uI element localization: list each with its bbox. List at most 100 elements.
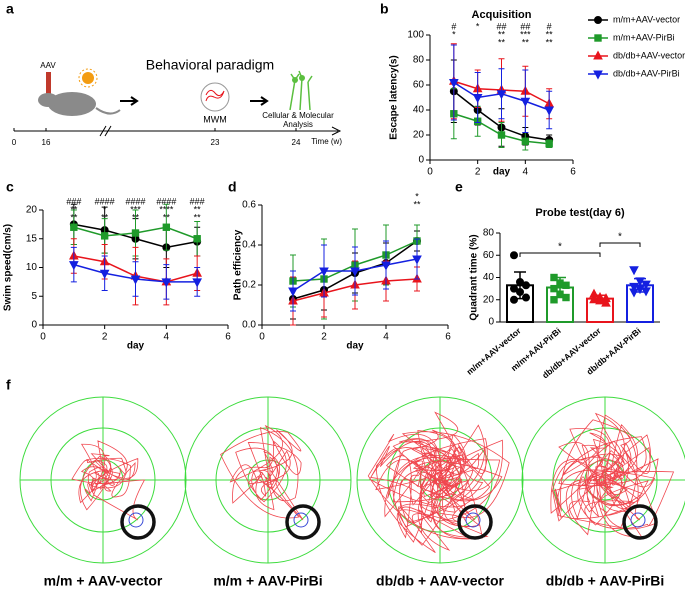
marker bbox=[130, 275, 141, 285]
marker bbox=[516, 277, 524, 286]
analysis-label: Analysis bbox=[283, 120, 313, 129]
y-tick-label: 80 bbox=[413, 55, 425, 66]
x-tick-label: 6 bbox=[570, 167, 576, 178]
platform-track bbox=[293, 512, 309, 528]
time-unit: Time (w) bbox=[311, 137, 342, 146]
panel-letter: b bbox=[380, 1, 389, 17]
axis-break bbox=[99, 125, 112, 137]
marker bbox=[68, 261, 79, 271]
panel-letter: c bbox=[6, 179, 14, 195]
maze-icon bbox=[200, 82, 230, 112]
significance-bracket bbox=[599, 242, 641, 247]
significance-label: * bbox=[452, 29, 456, 39]
virus-spikes bbox=[78, 68, 98, 88]
x-tick-label: 0 bbox=[40, 332, 46, 343]
x-tick-label: 0 bbox=[259, 332, 265, 343]
y-axis-label: Escape latency(s) bbox=[389, 55, 400, 140]
neuron-soma bbox=[299, 75, 305, 81]
marker bbox=[472, 94, 483, 104]
marker bbox=[193, 235, 201, 243]
legend-label: db/db+AAV-PirBi bbox=[613, 68, 680, 78]
significance-label: ** bbox=[498, 29, 506, 39]
marker bbox=[99, 269, 110, 279]
marker bbox=[641, 280, 651, 290]
timeline-label: 0 bbox=[12, 138, 17, 147]
marker bbox=[497, 131, 506, 139]
x-tick-label: 6 bbox=[445, 332, 451, 343]
panel-a: a Behavioral paradigm AAV MWM Cellular &… bbox=[6, 1, 342, 147]
x-tick-label: 2 bbox=[475, 167, 481, 178]
y-tick-label: 0 bbox=[31, 320, 37, 331]
y-tick-label: 80 bbox=[483, 228, 495, 239]
y-tick-label: 60 bbox=[483, 250, 495, 261]
swim-track bbox=[367, 411, 510, 553]
marker bbox=[521, 137, 530, 145]
significance-label: ## bbox=[496, 21, 506, 31]
y-axis-label: Path efficiency bbox=[233, 229, 244, 300]
marker bbox=[381, 261, 391, 271]
timeline bbox=[14, 126, 342, 136]
y-tick-label: 0 bbox=[488, 317, 494, 328]
significance-label: ** bbox=[522, 37, 530, 47]
significance-label: #### bbox=[125, 196, 145, 206]
y-tick-label: 0.0 bbox=[242, 320, 256, 331]
marker bbox=[496, 90, 507, 100]
marker bbox=[544, 106, 555, 116]
marker bbox=[550, 273, 558, 282]
y-axis-label: Quadrant time (%) bbox=[469, 234, 480, 320]
x-tick-label: 2 bbox=[321, 332, 327, 343]
marker bbox=[593, 70, 603, 80]
platform-track bbox=[630, 512, 646, 528]
y-tick-label: 0 bbox=[418, 155, 424, 166]
platform-track bbox=[128, 512, 144, 528]
legend-label: m/m+AAV-PirBi bbox=[613, 32, 675, 42]
x-tick-label: 4 bbox=[164, 332, 170, 343]
marker bbox=[522, 281, 530, 290]
significance-label: #### bbox=[95, 196, 115, 206]
marker bbox=[629, 288, 639, 298]
x-tick-label: 6 bbox=[225, 332, 231, 343]
maze-path bbox=[205, 89, 225, 102]
significance-label: *** bbox=[520, 29, 531, 39]
marker bbox=[556, 279, 564, 287]
track-label: db/db + AAV-vector bbox=[376, 573, 505, 589]
mouse-head bbox=[38, 93, 58, 107]
significance-label: ### bbox=[66, 196, 81, 206]
track-label: m/m + AAV-PirBi bbox=[213, 573, 322, 589]
virus-icon bbox=[82, 72, 94, 84]
marker bbox=[556, 290, 564, 298]
virus-label: AAV bbox=[40, 61, 56, 70]
y-tick-label: 40 bbox=[483, 272, 495, 283]
track-label: m/m + AAV-vector bbox=[44, 573, 163, 589]
marker bbox=[594, 16, 602, 24]
significance-label: # bbox=[451, 21, 456, 31]
significance-label: * bbox=[103, 204, 107, 214]
significance-bracket bbox=[519, 252, 601, 257]
timeline-label: 16 bbox=[42, 138, 51, 147]
analysis-label: Cellular & Molecular bbox=[262, 111, 334, 120]
marker bbox=[100, 232, 109, 240]
arrow bbox=[250, 96, 269, 106]
syringe bbox=[46, 72, 51, 96]
chart-title: Acquisition bbox=[472, 9, 532, 21]
significance-label: ** bbox=[70, 212, 78, 222]
significance-label: ### bbox=[190, 196, 205, 206]
y-tick-label: 10 bbox=[26, 262, 38, 273]
y-axis-label: Swim speed(cm/s) bbox=[3, 224, 14, 311]
swim-track bbox=[550, 412, 675, 538]
marker bbox=[520, 97, 531, 107]
platform bbox=[622, 504, 658, 540]
marker bbox=[319, 267, 329, 277]
y-tick-label: 20 bbox=[26, 205, 38, 216]
y-tick-label: 40 bbox=[413, 105, 425, 116]
x-tick-label: 2 bbox=[102, 332, 108, 343]
marker bbox=[545, 140, 553, 148]
marker bbox=[192, 278, 203, 288]
significance-label: ** bbox=[498, 37, 506, 47]
marker bbox=[594, 34, 602, 42]
marker bbox=[510, 295, 518, 304]
y-tick-label: 0.6 bbox=[242, 200, 256, 211]
x-tick-label: 4 bbox=[523, 167, 529, 178]
panel-letter: e bbox=[455, 179, 463, 195]
